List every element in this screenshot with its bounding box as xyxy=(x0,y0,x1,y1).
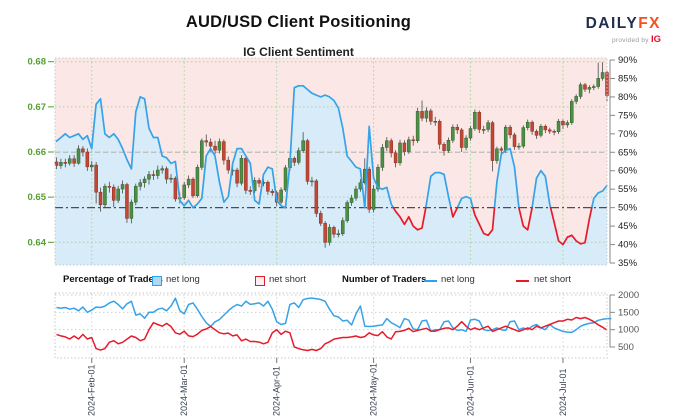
net-short-line-swatch xyxy=(516,280,529,282)
svg-text:2024-Apr-01: 2024-Apr-01 xyxy=(272,366,282,416)
svg-text:45%: 45% xyxy=(618,221,638,232)
svg-text:85%: 85% xyxy=(618,73,638,84)
net-short-square-swatch xyxy=(255,276,265,286)
svg-text:0.65: 0.65 xyxy=(28,192,47,203)
page-title: AUD/USD Client Positioning xyxy=(185,13,412,31)
svg-text:75%: 75% xyxy=(618,110,638,121)
svg-text:0.67: 0.67 xyxy=(28,102,47,113)
chart-subtitle: IG Client Sentiment xyxy=(243,45,354,59)
svg-text:80%: 80% xyxy=(618,92,638,103)
header: AUD/USD Client Positioning xyxy=(0,13,675,32)
legend-net-short-label: net short xyxy=(269,274,306,285)
dailyfx-logo: DAILYFX provided by IG xyxy=(586,16,661,44)
number-of-traders-chart: 2000 1500 1000 500 2024-Feb-01 2024-Mar-01 202… xyxy=(54,290,639,416)
svg-text:0.64: 0.64 xyxy=(28,237,47,248)
svg-text:0.68: 0.68 xyxy=(28,57,47,68)
net-long-line-swatch xyxy=(424,280,437,282)
svg-text:90%: 90% xyxy=(618,55,638,66)
legend-count-net-long-label: net long xyxy=(441,274,475,285)
svg-text:2024-Mar-01: 2024-Mar-01 xyxy=(179,364,189,416)
svg-text:2024-Jun-01: 2024-Jun-01 xyxy=(465,365,475,416)
chart-legend: Percentage of Traders net long net short… xyxy=(0,274,675,288)
legend-net-long-label: net long xyxy=(166,274,200,285)
svg-text:2000: 2000 xyxy=(618,290,639,301)
svg-text:2024-May-01: 2024-May-01 xyxy=(369,363,379,416)
net-long-square-swatch xyxy=(152,276,162,286)
svg-text:2024-Feb-01: 2024-Feb-01 xyxy=(87,364,97,416)
svg-text:55%: 55% xyxy=(618,184,638,195)
svg-text:35%: 35% xyxy=(618,258,638,269)
provided-by-ig: provided by IG xyxy=(611,33,661,45)
legend-percentage-header: Percentage of Traders xyxy=(63,274,163,285)
svg-text:0.66: 0.66 xyxy=(28,147,47,158)
svg-text:2024-Jul-01: 2024-Jul-01 xyxy=(558,368,568,416)
svg-text:65%: 65% xyxy=(618,147,638,158)
svg-text:500: 500 xyxy=(618,342,634,353)
svg-text:60%: 60% xyxy=(618,166,638,177)
legend-count-net-short-label: net short xyxy=(534,274,571,285)
ig-logo: IG xyxy=(650,33,661,45)
svg-text:50%: 50% xyxy=(618,203,638,214)
svg-text:70%: 70% xyxy=(618,129,638,140)
main-sentiment-price-chart: 0.64 0.65 0.66 0.67 0.68 35% 40% 45% 50% 55% 60% 65… xyxy=(28,55,638,269)
chart-subtitle-row: IG Client Sentiment xyxy=(0,43,675,61)
legend-number-header: Number of Traders xyxy=(342,274,427,285)
svg-text:40%: 40% xyxy=(618,240,638,251)
dailyfx-wordmark: DAILYFX xyxy=(585,15,661,32)
svg-text:1500: 1500 xyxy=(618,307,639,318)
svg-text:1000: 1000 xyxy=(618,325,639,336)
